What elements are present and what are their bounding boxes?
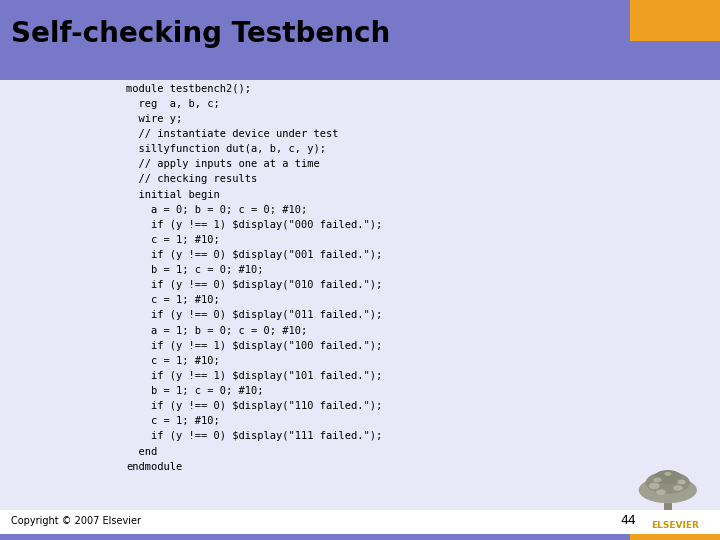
Ellipse shape	[639, 477, 697, 503]
Circle shape	[665, 472, 671, 476]
Ellipse shape	[646, 471, 690, 494]
Bar	[630, 0, 720, 40]
Text: c = 1; #10;: c = 1; #10;	[126, 295, 220, 306]
Text: c = 1; #10;: c = 1; #10;	[126, 416, 220, 427]
Circle shape	[649, 483, 660, 489]
Text: a = 0; b = 0; c = 0; #10;: a = 0; b = 0; c = 0; #10;	[126, 205, 307, 215]
Text: // checking results: // checking results	[126, 174, 257, 185]
Text: if (y !== 1) $display("100 failed.");: if (y !== 1) $display("100 failed.");	[126, 341, 382, 351]
Text: c = 1; #10;: c = 1; #10;	[126, 356, 220, 366]
Circle shape	[673, 485, 683, 491]
Circle shape	[654, 477, 662, 482]
Bar	[630, 510, 720, 534]
Text: if (y !== 0) $display("111 failed.");: if (y !== 0) $display("111 failed.");	[126, 431, 382, 442]
Text: if (y !== 0) $display("110 failed.");: if (y !== 0) $display("110 failed.");	[126, 401, 382, 411]
Text: if (y !== 1) $display("000 failed.");: if (y !== 1) $display("000 failed.");	[126, 220, 382, 230]
Bar	[630, 534, 720, 540]
Text: Copyright © 2007 Elsevier: Copyright © 2007 Elsevier	[11, 516, 141, 526]
Text: c = 1; #10;: c = 1; #10;	[126, 235, 220, 245]
Text: reg  a, b, c;: reg a, b, c;	[126, 99, 220, 109]
Text: a = 1; b = 0; c = 0; #10;: a = 1; b = 0; c = 0; #10;	[126, 326, 307, 336]
Text: module testbench2();: module testbench2();	[126, 84, 251, 94]
Circle shape	[656, 489, 666, 495]
Text: Self-checking Testbench: Self-checking Testbench	[11, 19, 390, 48]
Ellipse shape	[654, 470, 681, 484]
Text: wire y;: wire y;	[126, 114, 182, 124]
Text: 44: 44	[621, 514, 636, 527]
Text: ELSEVIER: ELSEVIER	[651, 521, 698, 530]
Text: if (y !== 1) $display("101 failed.");: if (y !== 1) $display("101 failed.");	[126, 371, 382, 381]
Text: if (y !== 0) $display("010 failed.");: if (y !== 0) $display("010 failed.");	[126, 280, 382, 291]
Text: // instantiate device under test: // instantiate device under test	[126, 129, 338, 139]
Text: if (y !== 0) $display("001 failed.");: if (y !== 0) $display("001 failed.");	[126, 250, 382, 260]
Text: sillyfunction dut(a, b, c, y);: sillyfunction dut(a, b, c, y);	[126, 144, 326, 154]
Text: end: end	[126, 447, 157, 457]
Circle shape	[678, 480, 685, 484]
Text: endmodule: endmodule	[126, 462, 182, 472]
Text: // apply inputs one at a time: // apply inputs one at a time	[126, 159, 320, 170]
Bar	[0, 0, 720, 80]
Bar	[0, 534, 630, 540]
Text: b = 1; c = 0; #10;: b = 1; c = 0; #10;	[126, 386, 264, 396]
Bar	[664, 499, 672, 510]
Text: if (y !== 0) $display("011 failed.");: if (y !== 0) $display("011 failed.");	[126, 310, 382, 321]
Text: b = 1; c = 0; #10;: b = 1; c = 0; #10;	[126, 265, 264, 275]
Bar	[0, 510, 720, 540]
Text: initial begin: initial begin	[126, 190, 220, 200]
